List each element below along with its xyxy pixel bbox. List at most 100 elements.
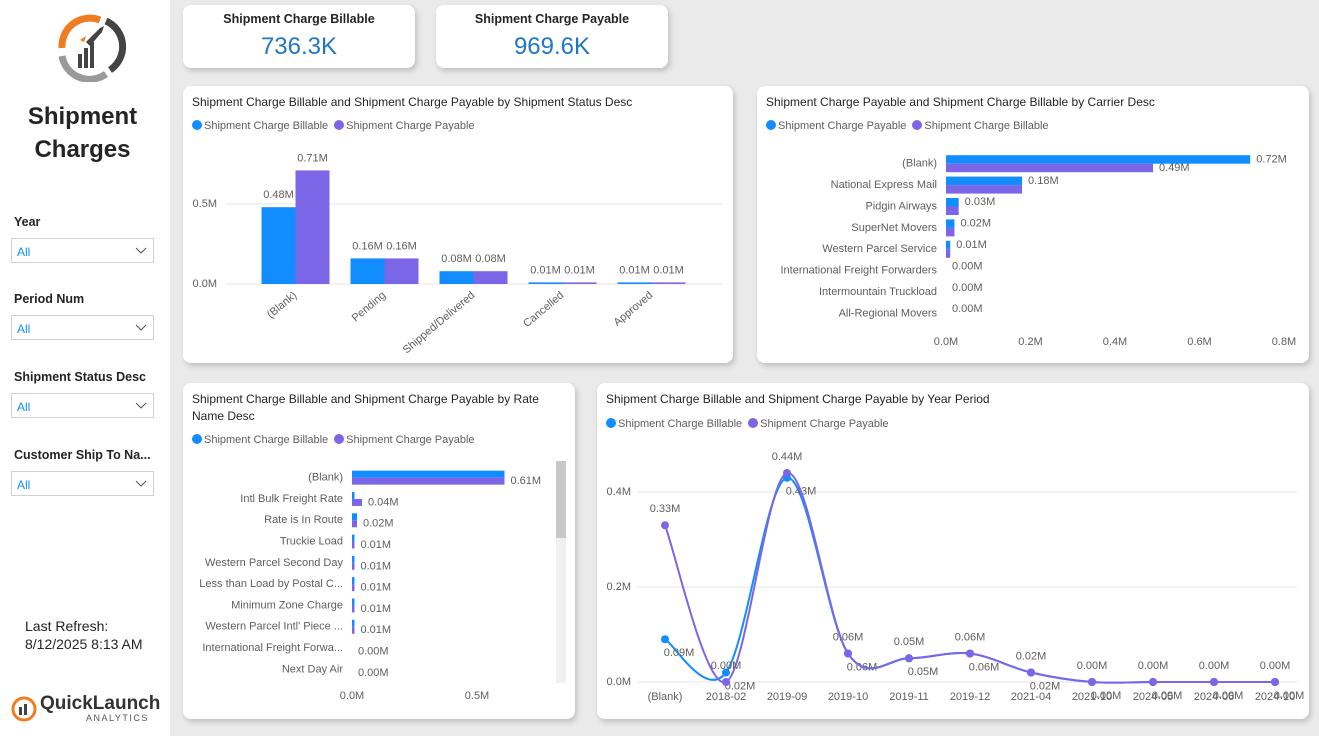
data-label: 0.00M [711, 660, 742, 672]
plot: 0.0M 0.5M (Blank) 0.61M Intl Bulk Freight Ra… [199, 461, 566, 702]
bar [352, 541, 355, 549]
y-tick-label: Western Parcel Service [822, 243, 937, 255]
legend-marker [766, 120, 776, 130]
y-tick-label: International Freight Forwa... [202, 642, 343, 654]
data-label: 0.01M [361, 624, 392, 636]
data-label: 0.00M [1213, 690, 1244, 702]
legend: Shipment Charge Billable Shipment Charge … [606, 418, 889, 430]
bar [617, 282, 652, 284]
legend: Shipment Charge Payable Shipment Charge B… [766, 120, 1049, 132]
chart-title: Shipment Charge Payable and Shipment Cha… [766, 95, 1155, 109]
bar [261, 207, 296, 284]
y-tick-label: Less than Load by Postal C... [199, 578, 343, 590]
x-tick-label: 2021-04 [1011, 691, 1051, 703]
chart-panel: Shipment Charge Payable and Shipment Cha… [757, 86, 1309, 363]
data-label: 0.05M [894, 636, 925, 648]
data-label: 0.01M [564, 264, 595, 276]
bar [352, 555, 355, 563]
legend-label: Shipment Charge Billable [204, 434, 329, 446]
y-tick-label: 0.2M [607, 581, 631, 593]
filter-value: All [17, 478, 31, 492]
data-label: 0.01M [361, 560, 392, 572]
data-label: 0.02M [960, 218, 991, 230]
data-label: 0.00M [952, 282, 983, 294]
filter-label: Year [14, 215, 41, 229]
data-label: 0.03M [965, 196, 996, 208]
filter-value: All [17, 245, 31, 259]
legend-item: Shipment Charge Billable [912, 120, 1049, 132]
filter-dropdown[interactable]: All [11, 238, 154, 263]
point [1149, 678, 1157, 686]
legend-label: Shipment Charge Billable [924, 120, 1049, 132]
bar [352, 605, 355, 613]
legend-label: Shipment Charge Payable [778, 120, 907, 132]
bar [352, 477, 505, 485]
x-tick-label: 0.2M [1018, 336, 1042, 348]
data-label: 0.02M [363, 518, 394, 530]
data-label: 0.71M [297, 152, 328, 164]
bar [946, 206, 959, 215]
bar [352, 562, 355, 570]
kpi-title: Shipment Charge Billable [223, 12, 375, 26]
y-tick-label: Western Parcel Second Day [205, 557, 343, 569]
legend-marker [334, 120, 345, 130]
x-tick-label: 2021-10 [1072, 691, 1112, 703]
y-tick-label: Minimum Zone Charge [231, 599, 343, 611]
data-label: 0.00M [1091, 690, 1122, 702]
legend-label: Shipment Charge Billable [618, 418, 743, 430]
y-tick-label: Intermountain Truckload [819, 286, 937, 298]
data-label: 0.00M [1138, 660, 1169, 672]
filter-dropdown[interactable]: All [11, 315, 154, 340]
legend-label: Shipment Charge Payable [346, 434, 475, 446]
chart-panel: Shipment Charge Billable and Shipment Ch… [597, 383, 1309, 719]
data-label: 0.06M [833, 631, 864, 643]
point [661, 521, 669, 530]
data-label: 0.04M [368, 496, 399, 508]
point [661, 635, 669, 644]
x-tick-label: 2024-05 [1133, 691, 1173, 703]
point [1027, 668, 1035, 677]
legend-marker [912, 120, 923, 130]
legend-item: Shipment Charge Payable [334, 120, 475, 132]
x-tick-label: 0.5M [465, 690, 489, 702]
chart-title: Shipment Charge Billable and Shipment Ch… [192, 392, 539, 423]
legend-label: Shipment Charge Payable [760, 418, 889, 430]
chart-panel: Shipment Charge Billable and Shipment Ch… [183, 383, 575, 719]
bar [651, 282, 686, 284]
data-label: 0.01M [361, 539, 392, 551]
point [844, 649, 852, 658]
data-label: 0.00M [1199, 660, 1230, 672]
x-tick-label: 0.4M [1103, 336, 1127, 348]
filter-dropdown[interactable]: All [11, 471, 154, 496]
legend-label: Shipment Charge Billable [204, 120, 329, 132]
y-tick-label: National Express Mail [831, 179, 937, 191]
y-tick-label: Rate is In Route [264, 514, 343, 526]
data-label: 0.33M [650, 503, 681, 515]
filter-label: Customer Ship To Na... [14, 448, 151, 462]
y-tick-label: 0.0M [607, 676, 631, 688]
bar [352, 520, 357, 528]
data-label: 0.02M [1030, 680, 1061, 692]
kpi-title: Shipment Charge Payable [474, 12, 630, 26]
data-label: 0.49M [1159, 162, 1190, 174]
bar [352, 470, 505, 478]
filter-dropdown[interactable]: All [11, 393, 154, 418]
legend-marker [606, 418, 616, 428]
legend-item: Shipment Charge Billable [606, 418, 742, 430]
x-tick-label: 2024-10 [1255, 691, 1295, 703]
chart-title: Shipment Charge Billable and Shipment Ch… [192, 95, 633, 109]
y-tick-label: (Blank) [308, 472, 343, 484]
bar [946, 249, 951, 258]
y-tick-label: 0.5M [193, 198, 217, 210]
brand-icon [11, 696, 37, 722]
chevron [135, 402, 147, 409]
x-tick-label: (Blank) [648, 691, 683, 703]
data-label: 0.01M [653, 264, 684, 276]
legend-marker [192, 434, 202, 444]
y-tick-label: SuperNet Movers [851, 222, 937, 234]
data-label: 0.09M [664, 647, 695, 659]
data-label: 0.18M [1028, 175, 1059, 187]
plot: 0.0M 0.2M 0.4M 0.6M 0.8M (Blank) 0.72M 0.49M Nat… [780, 153, 1296, 348]
y-tick-label: Intl Bulk Freight Rate [240, 493, 343, 505]
